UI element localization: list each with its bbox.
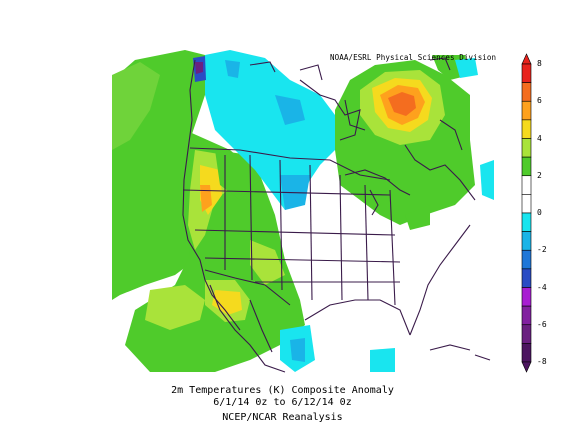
colorbar-tick-label: -2 — [537, 245, 547, 255]
colorbar-segment — [521, 63, 532, 83]
colorbar-tick-label: 4 — [537, 133, 542, 143]
colorbar-segment — [521, 119, 532, 139]
credit-text: NOAA/ESRL Physical Sciences Division — [330, 53, 497, 62]
colorbar-segment — [521, 100, 532, 121]
colorbar — [521, 53, 532, 373]
colorbar-tick-label: 6 — [537, 96, 542, 106]
colorbar-segment — [521, 231, 532, 251]
political-boundaries — [182, 57, 491, 373]
colorbar-tick-label: 8 — [537, 59, 542, 68]
colorbar-tick-label: -4 — [537, 282, 547, 292]
colorbar-segment — [521, 82, 532, 102]
colorbar-tick-label: 2 — [537, 170, 542, 180]
colorbar-segment — [521, 287, 532, 307]
colorbar-tick-label: -6 — [537, 319, 547, 329]
colorbar-segment — [521, 194, 532, 214]
colorbar-top-arrow — [521, 53, 532, 65]
colorbar-tick-label: -8 — [537, 357, 547, 366]
caption-title: 2m Temperatures (K) Composite Anomaly — [171, 385, 394, 396]
colorbar-segment — [521, 249, 532, 270]
negative-anomaly-fields — [193, 50, 494, 372]
colorbar-tick-label: 0 — [537, 208, 542, 217]
positive-anomaly-fields — [112, 50, 475, 372]
colorbar-segment — [521, 268, 532, 288]
colorbar-segment — [521, 175, 532, 195]
colorbar-segment — [521, 156, 532, 177]
colorbar-segment — [521, 305, 532, 326]
colorbar-segment — [521, 324, 532, 344]
colorbar-segment — [521, 138, 532, 158]
colorbar-segment — [521, 212, 532, 232]
caption-dates: 6/1/14 0z to 6/12/14 0z — [213, 397, 352, 408]
colorbar-bottom-arrow — [521, 361, 532, 373]
caption-source: NCEP/NCAR Reanalysis — [222, 412, 343, 423]
colorbar-segment — [521, 343, 532, 363]
